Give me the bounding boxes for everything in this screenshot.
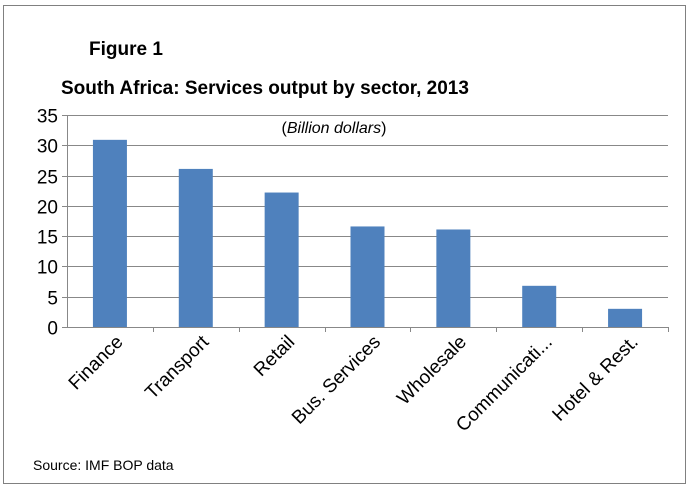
y-tick-label: 5 [47,289,58,310]
y-tick-label: 35 [37,107,58,128]
y-tick-label: 0 [47,319,58,340]
x-tick-label: Wholesale [393,332,471,410]
bar-communicati [522,285,557,327]
y-tick-label: 10 [37,258,58,279]
unit-note: (Billion dollars) [0,120,668,138]
x-tick-label: Transport [141,331,213,403]
bar-retail [264,192,299,327]
bar-transport [178,168,213,327]
x-tick-label: Bus. Services [288,332,385,429]
y-tick-label: 20 [37,198,58,219]
unit-note-open: ( [281,120,287,137]
x-tick-label: Retail [250,332,299,381]
bar-hotel-rest [608,308,643,327]
unit-note-text: Billion dollars [286,120,382,137]
tick-labels: 0 5 10 15 20 25 30 35 Finance Transport RetailBus.… [37,107,643,437]
y-tick-label: 30 [37,137,58,158]
source-note: Source: IMF BOP data [33,457,174,473]
bars [92,139,643,327]
x-tick-label: Finance [65,332,128,395]
chart-title: South Africa: Services output by sector,… [61,78,469,99]
x-tick-label: Hotel & Rest. [549,332,643,426]
unit-note-close: ) [381,120,387,137]
bar-finance [92,139,127,327]
y-tick-label: 15 [37,228,58,249]
figure-label: Figure 1 [89,39,163,60]
bar-bus-services [350,226,385,327]
bar-wholesale [436,229,471,327]
y-tick-label: 25 [37,168,58,189]
axes [62,115,669,332]
